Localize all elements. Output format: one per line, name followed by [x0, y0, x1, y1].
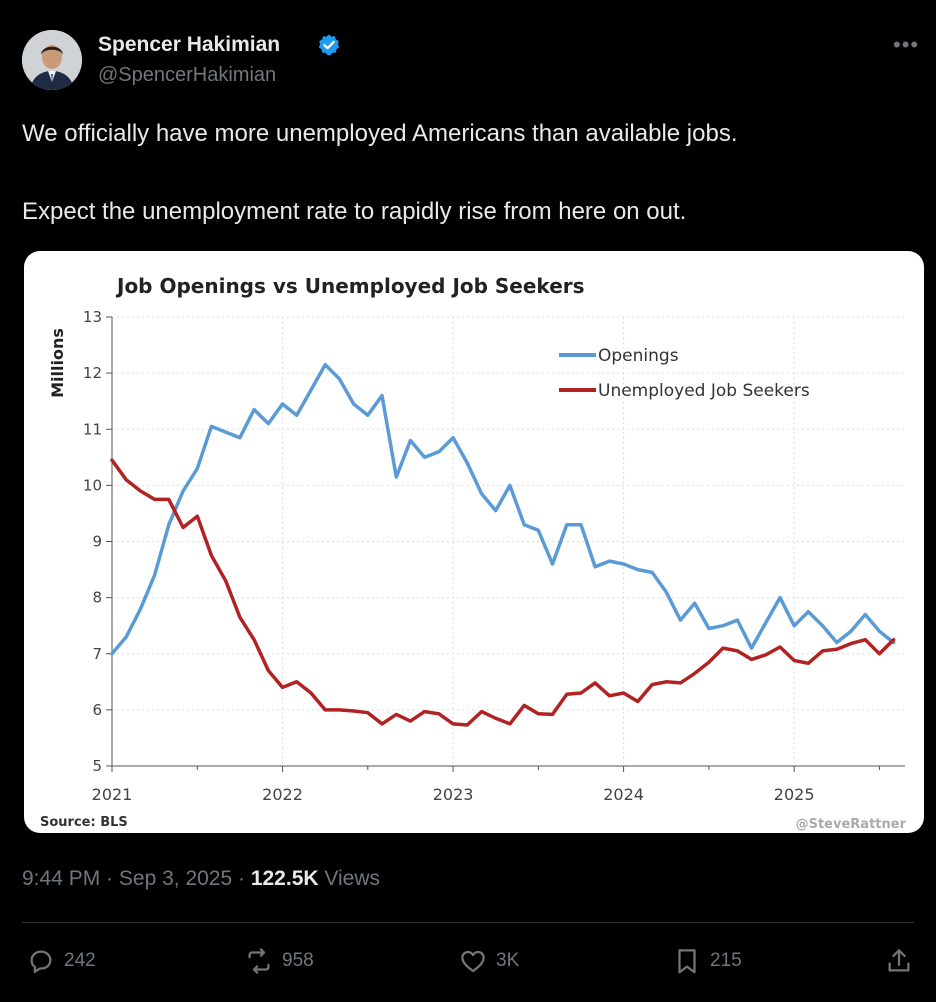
y-tick-label: 11	[83, 420, 102, 438]
like-count: 3K	[496, 950, 520, 971]
bookmark-button[interactable]: 215	[672, 944, 742, 978]
repost-icon	[248, 948, 270, 974]
series-layer	[110, 362, 896, 727]
share-icon	[888, 949, 910, 972]
tweet-text-line-2: Expect the unemployment rate to rapidly …	[22, 198, 687, 225]
author-name[interactable]: Spencer Hakimian	[98, 33, 281, 56]
grid-lines	[112, 316, 905, 766]
divider	[22, 922, 914, 923]
more-horizontal-icon[interactable]: •••	[893, 32, 920, 57]
y-tick-label: 13	[83, 308, 102, 326]
avatar[interactable]	[22, 30, 82, 90]
views-label: Views	[318, 867, 381, 890]
chart-source: Source: BLS	[40, 815, 128, 830]
repost-button[interactable]: 958	[244, 944, 314, 978]
reply-count: 242	[64, 950, 96, 971]
bookmark-icon	[678, 949, 696, 974]
tweet-date[interactable]: Sep 3, 2025	[118, 867, 233, 890]
chart-title: Job Openings vs Unemployed Job Seekers	[115, 274, 585, 298]
chart-image[interactable]: Job Openings vs Unemployed Job Seekers M…	[24, 251, 924, 833]
x-tick-label: 2021	[92, 785, 133, 804]
series-line-unemployed-job-seekers	[110, 458, 896, 727]
meta-separator: ·	[232, 867, 251, 890]
line-chart: Job Openings vs Unemployed Job Seekers M…	[40, 274, 907, 832]
axes: 5 6 7 8 9 10 11 12 13 2021 2022 2023 2024 2025	[83, 308, 905, 804]
y-tick-label: 7	[92, 645, 102, 663]
series-line-openings	[110, 362, 896, 656]
share-button[interactable]	[884, 944, 914, 978]
legend-label: Unemployed Job Seekers	[598, 381, 810, 401]
chart-credit: @SteveRattner	[796, 817, 907, 832]
y-tick-label: 5	[92, 757, 102, 775]
y-tick-label: 6	[92, 701, 102, 719]
y-tick-label: 10	[83, 476, 102, 494]
reply-icon	[30, 950, 52, 974]
legend-label: Openings	[598, 346, 679, 366]
heart-icon	[461, 950, 485, 973]
repost-count: 958	[282, 950, 314, 971]
y-tick-label: 8	[92, 589, 102, 607]
x-tick-label: 2025	[774, 785, 815, 804]
y-axis-label: Millions	[48, 328, 67, 398]
meta-separator: ·	[100, 867, 119, 890]
views-count: 122.5K	[250, 867, 319, 890]
tweet-meta: 9:44 PM · Sep 3, 2025 · 122.5K Views	[22, 867, 380, 891]
x-tick-label: 2022	[262, 785, 303, 804]
tweet-time[interactable]: 9:44 PM	[22, 867, 101, 890]
reply-button[interactable]: 242	[26, 944, 96, 978]
y-tick-label: 9	[92, 533, 102, 551]
like-button[interactable]: 3K	[458, 944, 519, 978]
author-handle[interactable]: @SpencerHakimian	[98, 64, 277, 86]
x-tick-label: 2024	[603, 785, 644, 804]
bookmark-count: 215	[710, 950, 742, 971]
avatar-image	[22, 30, 82, 90]
y-tick-label: 12	[83, 364, 102, 382]
verified-badge-icon	[318, 34, 340, 56]
x-tick-label: 2023	[433, 785, 474, 804]
tweet-text-line-1: We officially have more unemployed Ameri…	[22, 120, 738, 147]
legend: Openings Unemployed Job Seekers	[559, 346, 810, 401]
